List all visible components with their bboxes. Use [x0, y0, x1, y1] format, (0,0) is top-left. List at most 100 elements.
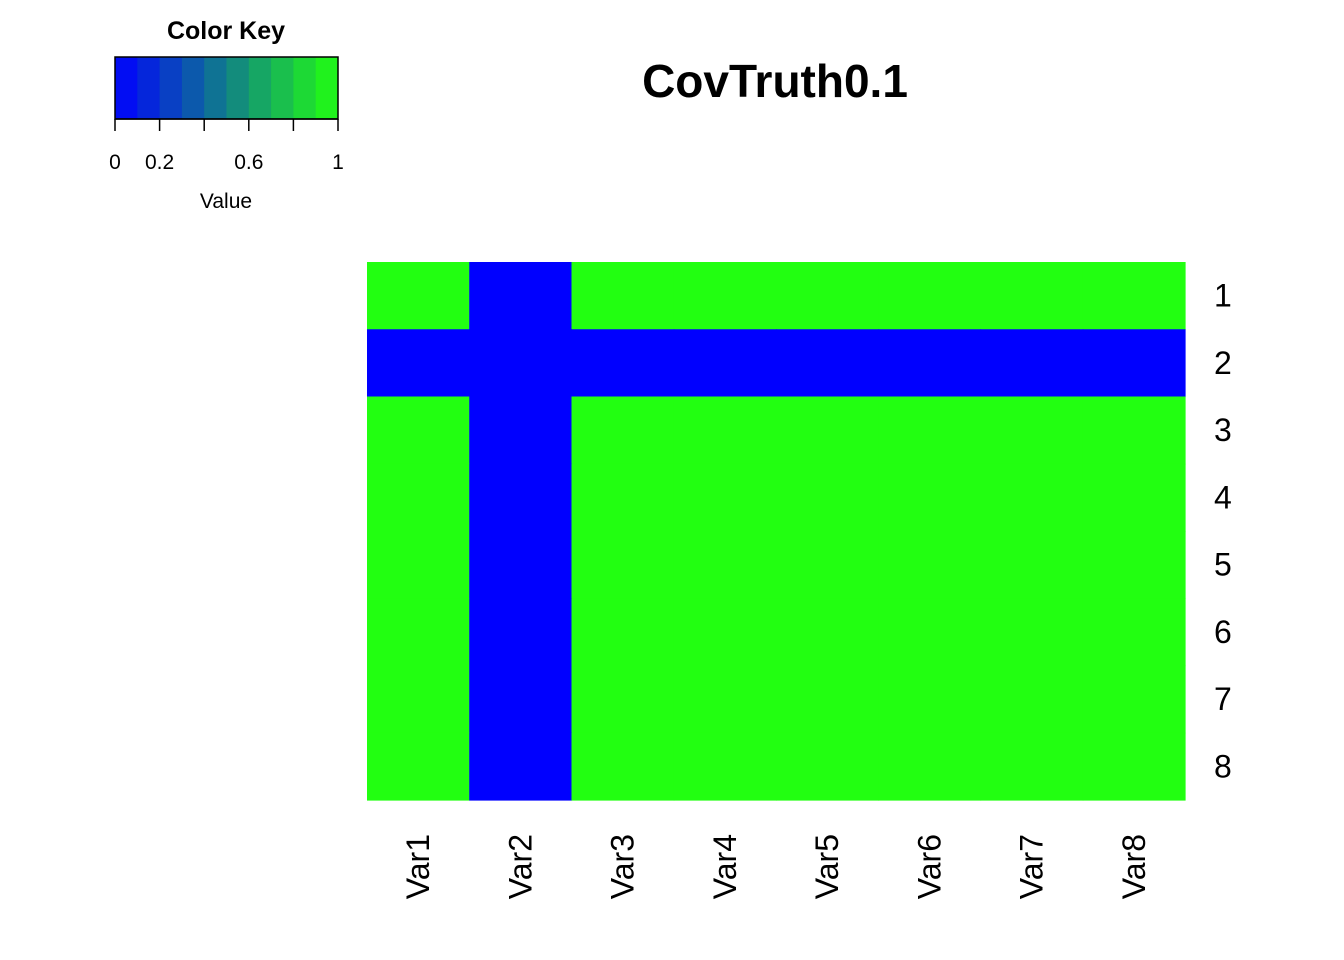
heatmap-cell-r5-c5 — [776, 531, 879, 599]
heatmap-cell-r7-c4 — [673, 665, 777, 734]
color-key-tick-label: 0 — [109, 151, 121, 174]
heatmap-cell-r3-c8 — [1082, 396, 1186, 465]
column-labels: Var1 Var2 Var3 Var4 Var5 Var6 Var7 Var8 — [400, 834, 1152, 899]
column-label: Var3 — [605, 834, 641, 899]
row-label: 4 — [1214, 479, 1232, 515]
heatmap-cell-r7-c8 — [1082, 665, 1186, 734]
color-key-bin — [293, 57, 317, 119]
color-key: Color Key 0 0.2 0.6 1 Value — [109, 17, 344, 213]
heatmap-cell-r6-c5 — [776, 598, 879, 667]
heatmap-cell-r3-c1 — [367, 396, 470, 465]
column-label: Var8 — [1116, 834, 1152, 899]
heatmap-cell-r4-c4 — [673, 463, 777, 532]
heatmap-cell-r1-c5 — [776, 262, 879, 330]
color-key-bin — [315, 57, 339, 119]
heatmap-cell-r6-c4 — [673, 598, 777, 667]
heatmap-cell-r2-c4 — [673, 329, 777, 398]
heatmap-cell-r3-c5 — [776, 396, 879, 465]
heatmap-cell-r7-c6 — [878, 665, 982, 734]
heatmap-cell-r4-c6 — [878, 463, 982, 532]
heatmap-cell-r6-c8 — [1082, 598, 1186, 667]
heatmap-cells — [367, 262, 1186, 801]
heatmap-cell-r5-c2 — [469, 531, 573, 599]
heatmap-cell-r3-c4 — [673, 396, 777, 465]
heatmap-cell-r5-c1 — [367, 531, 470, 599]
heatmap-cell-r5-c7 — [980, 531, 1084, 599]
chart-title: CovTruth0.1 — [642, 55, 908, 107]
heatmap-cell-r4-c8 — [1082, 463, 1186, 532]
heatmap-cell-r4-c3 — [571, 463, 675, 532]
row-label: 7 — [1214, 681, 1232, 717]
heatmap-cell-r1-c4 — [673, 262, 777, 330]
heatmap-cell-r8-c7 — [980, 732, 1084, 801]
heatmap-cell-r1-c1 — [367, 262, 470, 330]
color-key-bin — [115, 57, 138, 119]
heatmap-cell-r3-c3 — [571, 396, 675, 465]
heatmap-cell-r6-c7 — [980, 598, 1084, 667]
row-label: 6 — [1214, 614, 1232, 650]
heatmap-cell-r5-c6 — [878, 531, 982, 599]
heatmap-cell-r8-c6 — [878, 732, 982, 801]
heatmap-cell-r7-c3 — [571, 665, 675, 734]
heatmap-cell-r3-c2 — [469, 396, 573, 465]
color-key-title: Color Key — [167, 17, 285, 45]
color-key-tick-label: 1 — [332, 151, 344, 174]
heatmap-cell-r4-c2 — [469, 463, 573, 532]
heatmap-cell-r2-c6 — [878, 329, 982, 398]
color-key-axis: 0 0.2 0.6 1 — [109, 118, 344, 174]
heatmap-cell-r1-c2 — [469, 262, 573, 330]
heatmap-cell-r8-c2 — [469, 732, 573, 801]
heatmap-cell-r8-c3 — [571, 732, 675, 801]
heatmap-cell-r3-c7 — [980, 396, 1084, 465]
row-label: 2 — [1214, 345, 1232, 381]
heatmap-cell-r8-c8 — [1082, 732, 1186, 801]
heatmap-cell-r6-c2 — [469, 598, 573, 667]
heatmap-cell-r2-c8 — [1082, 329, 1186, 398]
heatmap-cell-r4-c5 — [776, 463, 879, 532]
heatmap-cell-r1-c6 — [878, 262, 982, 330]
row-label: 5 — [1214, 547, 1232, 583]
heatmap-cell-r3-c6 — [878, 396, 982, 465]
column-label: Var2 — [502, 834, 538, 899]
heatmap-cell-r2-c3 — [571, 329, 675, 398]
color-key-bin — [204, 57, 227, 119]
row-label: 1 — [1214, 278, 1232, 314]
heatmap-cell-r6-c1 — [367, 598, 470, 667]
row-label: 3 — [1214, 412, 1232, 448]
heatmap-cell-r5-c8 — [1082, 531, 1186, 599]
heatmap-cell-r4-c1 — [367, 463, 470, 532]
color-key-bin — [271, 57, 294, 119]
heatmap-cell-r2-c2 — [469, 329, 573, 398]
heatmap-cell-r4-c7 — [980, 463, 1084, 532]
color-key-bin — [226, 57, 250, 119]
heatmap-cell-r5-c3 — [571, 531, 675, 599]
heatmap-cell-r1-c7 — [980, 262, 1084, 330]
heatmap-cell-r8-c4 — [673, 732, 777, 801]
heatmap-cell-r2-c5 — [776, 329, 879, 398]
heatmap-cell-r7-c5 — [776, 665, 879, 734]
column-label: Var7 — [1014, 834, 1050, 899]
heatmap-cell-r1-c3 — [571, 262, 675, 330]
row-labels: 1 2 3 4 5 6 7 8 — [1214, 278, 1232, 785]
heatmap-cell-r6-c3 — [571, 598, 675, 667]
heatmap-cell-r8-c5 — [776, 732, 879, 801]
heatmap-cell-r1-c8 — [1082, 262, 1186, 330]
color-key-bin — [181, 57, 205, 119]
column-label: Var6 — [911, 834, 947, 899]
color-key-bins — [115, 57, 339, 119]
heatmap-cell-r5-c4 — [673, 531, 777, 599]
color-key-bin — [137, 57, 161, 119]
heatmap-cell-r7-c2 — [469, 665, 573, 734]
heatmap-cell-r7-c1 — [367, 665, 470, 734]
heatmap-cell-r8-c1 — [367, 732, 470, 801]
heatmap-cell-r6-c6 — [878, 598, 982, 667]
column-label: Var4 — [707, 834, 743, 899]
color-key-bin — [159, 57, 183, 119]
color-key-bin — [248, 57, 272, 119]
color-key-xlabel: Value — [200, 190, 252, 213]
heatmap-cell-r2-c1 — [367, 329, 470, 398]
heatmap-cell-r7-c7 — [980, 665, 1084, 734]
column-label: Var1 — [400, 834, 436, 899]
column-label: Var5 — [809, 834, 845, 899]
